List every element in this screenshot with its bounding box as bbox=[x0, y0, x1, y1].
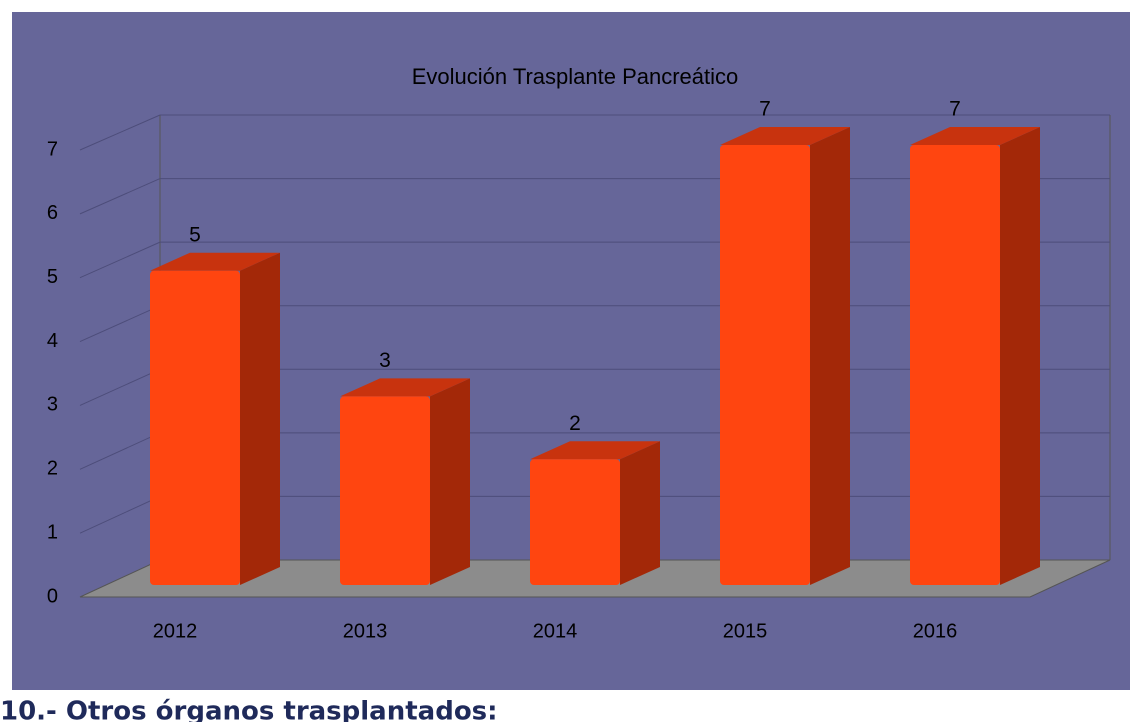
grid-line bbox=[79, 432, 161, 470]
bar-top bbox=[150, 252, 280, 271]
y-tick-label: 2 bbox=[47, 458, 58, 480]
y-tick-label: 7 bbox=[47, 138, 58, 160]
bar-top bbox=[340, 378, 470, 397]
value-label: 7 bbox=[759, 98, 771, 121]
bar-side bbox=[620, 441, 660, 585]
y-tick-label: 3 bbox=[47, 394, 58, 416]
value-label: 3 bbox=[379, 349, 391, 372]
x-tick-label: 2014 bbox=[533, 620, 578, 642]
y-tick-label: 0 bbox=[47, 585, 58, 607]
bar-side bbox=[430, 378, 470, 585]
grid-line bbox=[79, 178, 161, 215]
y-tick-label: 1 bbox=[47, 521, 58, 543]
grid-line bbox=[79, 114, 161, 151]
grid-line bbox=[79, 495, 161, 534]
x-tick-label: 2015 bbox=[723, 620, 768, 642]
value-label: 7 bbox=[949, 98, 961, 121]
grid-line bbox=[79, 305, 161, 343]
grid-line bbox=[79, 368, 161, 406]
x-tick-label: 2012 bbox=[153, 620, 198, 642]
value-label: 5 bbox=[189, 223, 201, 246]
grid-line bbox=[79, 241, 161, 279]
x-tick-label: 2016 bbox=[913, 620, 958, 642]
chart-title: Evolución Trasplante Pancreático bbox=[412, 64, 739, 89]
bar-top bbox=[530, 441, 660, 460]
bar-side bbox=[240, 252, 280, 585]
y-tick-label: 6 bbox=[47, 202, 58, 224]
y-tick-label: 5 bbox=[47, 266, 58, 288]
y-tick-label: 4 bbox=[47, 330, 58, 352]
value-label: 2 bbox=[569, 412, 581, 435]
bar-side bbox=[810, 127, 850, 585]
x-tick-label: 2013 bbox=[343, 620, 388, 642]
bar bbox=[720, 145, 810, 585]
section-heading: 10.- Otros órganos trasplantados: bbox=[0, 697, 498, 722]
bar-side bbox=[1000, 127, 1040, 585]
bar bbox=[340, 396, 430, 585]
bar-top bbox=[720, 127, 850, 145]
bar bbox=[910, 145, 1000, 585]
bar bbox=[530, 459, 620, 585]
bar-top bbox=[910, 127, 1040, 145]
bar bbox=[150, 270, 240, 585]
